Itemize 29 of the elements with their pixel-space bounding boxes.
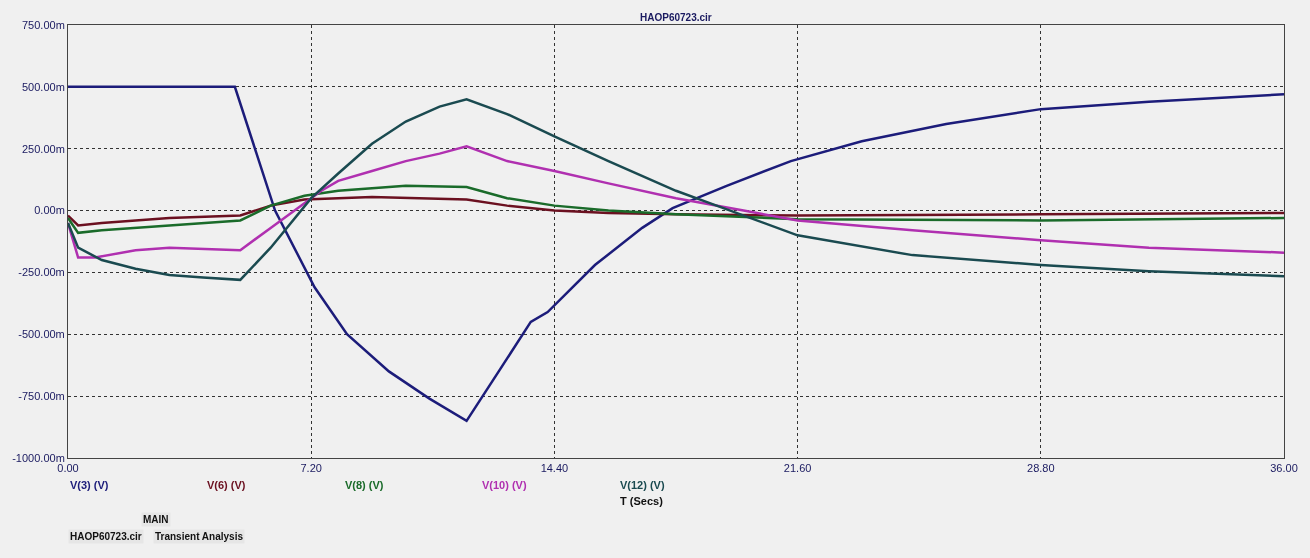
x-tick-label: 36.00 — [1270, 462, 1298, 475]
text: V(10) (V) — [482, 479, 527, 491]
line-series — [68, 85, 1284, 423]
text: V(8) (V) — [345, 479, 384, 491]
y-tick-label: -500.00m — [18, 328, 65, 341]
x-tick-label: 0.00 — [57, 462, 79, 475]
y-tick-label: -750.00m — [18, 389, 65, 402]
line-series — [68, 144, 1284, 259]
text: V(12) (V) — [620, 479, 665, 491]
text: Transient Analysis — [155, 531, 244, 542]
x-axis-title: T (Secs) — [620, 495, 664, 507]
y-tick-label: 250.00m — [21, 142, 65, 155]
y-tick-label: 0.00m — [34, 204, 65, 217]
line-series — [68, 97, 1284, 282]
y-tick-label: -1000.00m — [12, 451, 65, 464]
y-tick-label: 750.00m — [21, 18, 65, 31]
x-tick-label: 14.40 — [540, 462, 569, 475]
chart-title: HAOP60723.cir — [640, 12, 712, 23]
line-series — [68, 195, 1284, 227]
x-tick-label: 21.60 — [783, 462, 812, 475]
x-tick-label: 7.20 — [300, 462, 322, 475]
y-tick-label: 500.00m — [21, 80, 65, 93]
text: MAIN — [143, 514, 169, 525]
text: V(6) (V) — [207, 479, 246, 491]
line-series — [68, 184, 1284, 235]
x-tick-label: 28.80 — [1027, 462, 1055, 475]
y-tick-label: -250.00m — [18, 266, 65, 279]
text: HAOP60723.cir — [70, 531, 142, 542]
text: V(3) (V) — [70, 479, 109, 491]
